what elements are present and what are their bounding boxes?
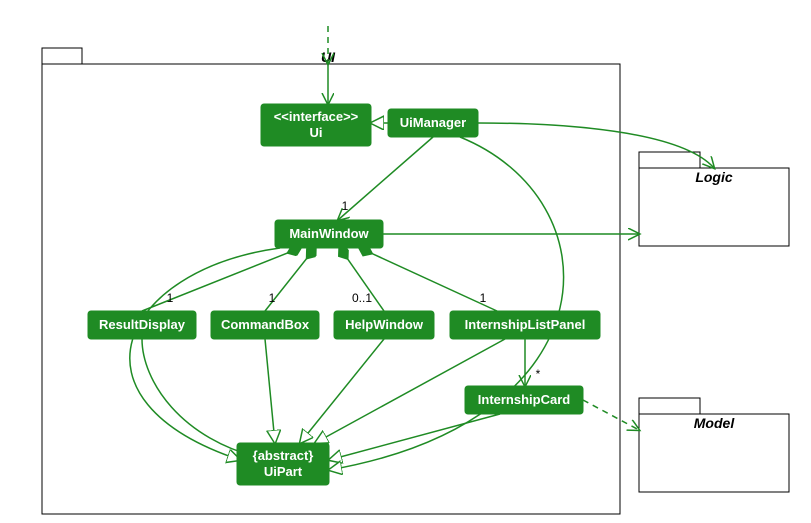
- node-ui_part-line-0: {abstract}: [253, 448, 314, 463]
- node-internship_panel-line-0: InternshipListPanel: [465, 317, 586, 332]
- node-help_window-line-0: HelpWindow: [345, 317, 424, 332]
- node-ui_iface: <<interface>>Ui: [261, 104, 371, 146]
- node-ui_manager: UiManager: [388, 109, 478, 137]
- edge-panel-card-multiplicity: *: [536, 367, 541, 381]
- node-result_display: ResultDisplay: [88, 311, 196, 339]
- edge-main-command-multiplicity: 1: [269, 291, 276, 305]
- package-logic-label: Logic: [695, 169, 733, 185]
- edge-main-result-multiplicity: 1: [167, 291, 174, 305]
- node-ui_iface-line-1: Ui: [310, 125, 323, 140]
- node-ui_iface-line-0: <<interface>>: [274, 109, 359, 124]
- package-model: Model: [639, 398, 789, 492]
- node-ui_part: {abstract}UiPart: [237, 443, 329, 485]
- node-ui_part-line-1: UiPart: [264, 464, 303, 479]
- node-ui_manager-line-0: UiManager: [400, 115, 466, 130]
- node-main_window: MainWindow: [275, 220, 383, 248]
- node-help_window: HelpWindow: [334, 311, 434, 339]
- edge-uimanager-main-multiplicity: 1: [342, 199, 349, 213]
- node-command_box: CommandBox: [211, 311, 319, 339]
- node-internship_card-line-0: InternshipCard: [478, 392, 571, 407]
- node-internship_card: InternshipCard: [465, 386, 583, 414]
- node-command_box-line-0: CommandBox: [221, 317, 310, 332]
- node-internship_panel: InternshipListPanel: [450, 311, 600, 339]
- node-main_window-line-0: MainWindow: [289, 226, 369, 241]
- edge-main-panel-multiplicity: 1: [480, 291, 487, 305]
- package-logic: Logic: [639, 152, 789, 246]
- node-result_display-line-0: ResultDisplay: [99, 317, 186, 332]
- package-model-label: Model: [694, 415, 736, 431]
- edge-main-help-multiplicity: 0..1: [352, 291, 372, 305]
